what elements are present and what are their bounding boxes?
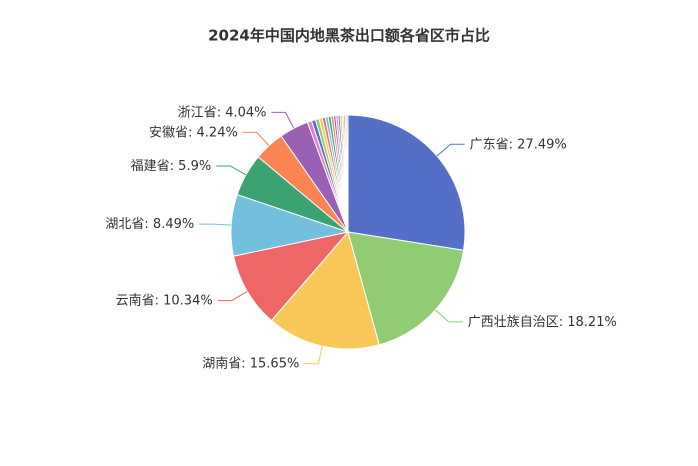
slice-label: 湖北省: 8.49% [105,217,194,232]
leader-line [216,165,247,176]
pie-slice [232,231,350,322]
leader-line [304,346,323,365]
slice-value-label: : 10.34% [155,293,213,308]
slice-category: 云南省 [116,292,155,308]
slice-label: 湖南省: 15.65% [202,355,299,371]
slice-category: 安徽省 [149,125,188,140]
pie-slice [347,114,466,251]
pie-slice [346,114,349,233]
leader-line [199,223,232,226]
slice-value-label: : 5.9% [170,158,212,173]
slice-category: 福建省 [131,158,170,173]
slice-category: 湖北省 [105,217,144,232]
leader-line [434,309,463,323]
slice-label: 安徽省: 4.24% [149,125,238,140]
slice-category: 广东省 [470,137,509,152]
slice-value-label: : 27.49% [509,137,567,152]
leader-line [436,143,465,157]
pie-slice [347,231,465,346]
slice-label: 浙江省: 4.04% [178,105,267,120]
slice-value-label: : 15.65% [241,356,299,371]
slice-category: 浙江省 [178,105,217,120]
slice-value-label: : 4.24% [188,125,238,140]
leader-line [217,291,248,302]
pie-slice [270,230,380,350]
slice-label: 广西壮族自治区: 18.21% [468,313,617,329]
leader-line [271,111,295,129]
slice-label: 广东省: 27.49% [470,137,567,152]
chart-title: 2024年中国内地黑茶出口额各省区市占比 [208,27,490,45]
slice-value-label: : 4.04% [217,105,267,120]
slice-value-label: : 18.21% [559,314,617,329]
leader-line [242,131,270,147]
slice-category: 广西壮族自治区 [468,313,559,329]
slice-value-label: : 8.49% [144,217,194,232]
slice-label: 福建省: 5.9% [131,158,212,173]
slice-category: 湖南省 [202,355,241,371]
slice-label: 云南省: 10.34% [116,292,213,308]
